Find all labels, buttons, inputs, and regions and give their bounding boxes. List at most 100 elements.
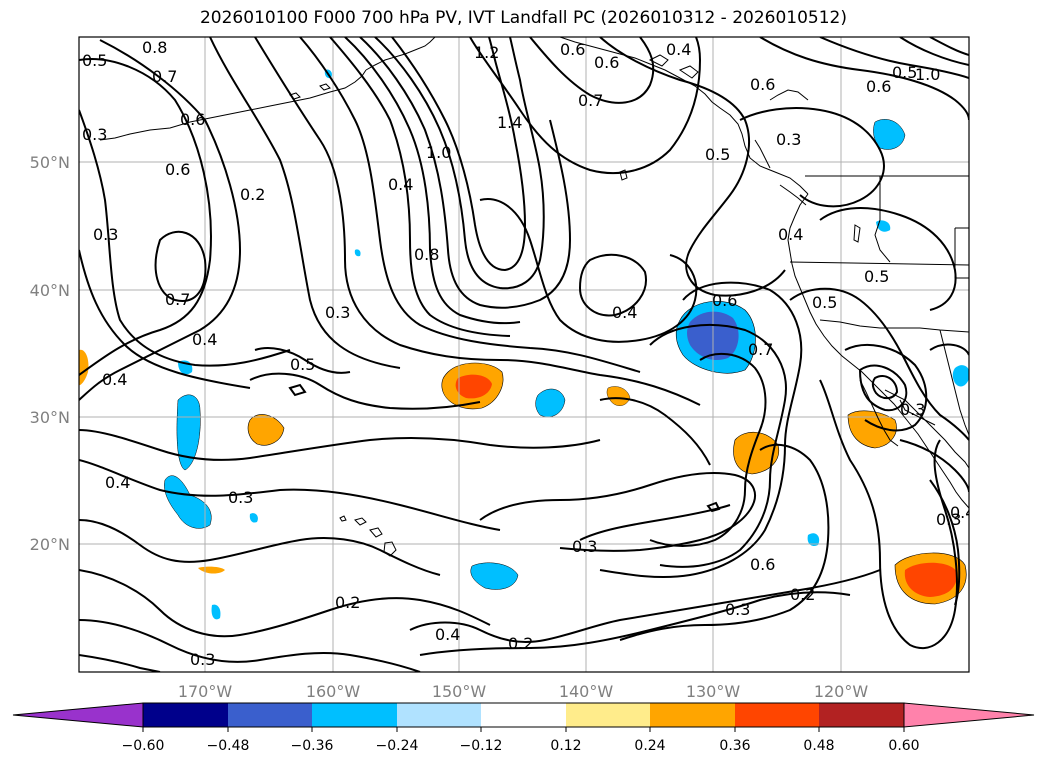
colorbar-tick-label: 0.60: [888, 738, 919, 754]
colorbar-segment: [481, 703, 566, 727]
colorbar-tick-label: −0.36: [291, 738, 334, 754]
negative-anomaly-143w-30n: [535, 388, 566, 418]
colorbar-segment: [312, 703, 397, 727]
map-frame: [78, 36, 970, 673]
contour-label: 0.6: [712, 291, 737, 310]
colorbar-segment: [228, 703, 312, 727]
contour-label: 0.4: [192, 330, 217, 349]
lon-label-140w: 140°W: [559, 682, 614, 701]
negative-anomaly-east-edge: [952, 365, 969, 387]
contour-label: 1.4: [497, 113, 522, 132]
colorbar-segment: [566, 703, 650, 727]
colorbar-tick-label: −0.24: [376, 738, 419, 754]
negative-anomaly-122w-20n: [807, 533, 820, 546]
positive-anomaly-baja: [847, 410, 897, 449]
colorbar-tick-label: −0.48: [207, 738, 250, 754]
contour-label: 0.8: [414, 245, 439, 264]
contour-label: 0.3: [725, 600, 750, 619]
negative-anomaly-148w-17n: [470, 562, 519, 590]
shaded-anomalies: [79, 69, 969, 620]
lat-label-50n: 50°N: [30, 153, 70, 172]
colorbar-tick-label: 0.24: [634, 738, 665, 754]
colorbar-segment: [397, 703, 481, 727]
contour-label: 0.3: [82, 125, 107, 144]
contour-label: 0.4: [388, 175, 413, 194]
latitude-labels: 50°N 40°N 30°N 20°N: [30, 153, 70, 554]
colorbar-extend-right: [903, 702, 1035, 728]
map-area: 0.8 0.7 0.6 0.5 0.3 0.6 0.3 0.2 0.7 0.4 …: [78, 36, 975, 673]
lon-label-160w: 160°W: [306, 682, 361, 701]
lat-label-40n: 40°N: [30, 281, 70, 300]
contour-label: 0.2: [508, 634, 533, 653]
contour-label: 0.5: [892, 63, 917, 82]
negative-anomaly-nevada: [876, 220, 891, 232]
colorbar-segment: [143, 703, 228, 727]
contour-label: 0.6: [180, 110, 205, 129]
plot-title: 2026010100 F000 700 hPa PV, IVT Landfall…: [199, 8, 847, 28]
positive-anomaly-139w-30n: [606, 386, 631, 406]
contour-label: 0.6: [594, 53, 619, 72]
colorbar-ticks: [142, 727, 905, 732]
lon-label-120w: 120°W: [814, 682, 869, 701]
lat-label-30n: 30°N: [30, 408, 70, 427]
contour-label: 0.5: [864, 267, 889, 286]
contour-label: 0.7: [748, 340, 773, 359]
contour-label: 0.3: [93, 225, 118, 244]
contour-label: 1.2: [474, 43, 499, 62]
contour-label: 0.5: [705, 145, 730, 164]
contour-label: 1.0: [915, 65, 940, 84]
contour-label: 0.6: [750, 555, 775, 574]
contour-label: 0.4: [950, 503, 975, 522]
negative-anomaly-170w-30n: [176, 394, 201, 471]
contour-label: 0.6: [165, 160, 190, 179]
positive-anomaly-150w-32n: [441, 362, 504, 410]
colorbar-tick-label: −0.60: [122, 738, 165, 754]
contour-label: 0.5: [82, 51, 107, 70]
contour-label: 0.5: [812, 293, 837, 312]
contour-label: 0.5: [290, 355, 315, 374]
lon-label-170w: 170°W: [178, 682, 233, 701]
contour-labels: 0.8 0.7 0.6 0.5 0.3 0.6 0.3 0.2 0.7 0.4 …: [82, 38, 975, 669]
colorbar-segment: [735, 703, 819, 727]
contour-label: 0.7: [165, 290, 190, 309]
colorbar-tick-label: −0.12: [460, 738, 503, 754]
negative-anomaly-pnw: [873, 119, 906, 150]
contour-label: 0.3: [776, 130, 801, 149]
lat-label-20n: 20°N: [30, 535, 70, 554]
lon-label-130w: 130°W: [686, 682, 741, 701]
contour-label: 0.4: [435, 625, 460, 644]
map-background: [79, 37, 969, 672]
contour-label: 0.2: [790, 585, 815, 604]
negative-anomaly-169w-14n: [211, 604, 221, 620]
contour-label: 0.4: [612, 303, 637, 322]
colorbar-outline: [142, 702, 905, 728]
pv-contours: [79, 37, 969, 672]
contour-label: 0.7: [578, 91, 603, 110]
contour-label: 0.6: [560, 40, 585, 59]
positive-anomaly-mexico: [894, 552, 967, 605]
contour-label: 0.3: [190, 650, 215, 669]
contour-label: 0.2: [335, 593, 360, 612]
colorbar-segment: [650, 703, 735, 727]
colorbar-extend-left: [12, 702, 144, 728]
colorbar-segment: [819, 703, 904, 727]
positive-anomaly-128w-28n: [733, 432, 780, 475]
contour-label: 1.0: [426, 143, 451, 162]
colorbar-tick-label: 0.36: [719, 738, 750, 754]
contour-label: 0.6: [750, 75, 775, 94]
coastlines: [99, 37, 969, 557]
contour-label: 0.4: [105, 473, 130, 492]
negative-anomaly-165w-22n: [249, 513, 258, 523]
negative-anomaly-170w-22n: [164, 475, 212, 529]
contour-label: 0.3: [936, 510, 961, 529]
contour-label: 0.2: [240, 185, 265, 204]
contour-label: 0.3: [325, 303, 350, 322]
contour-label: 0.4: [778, 225, 803, 244]
contour-label: 0.4: [102, 370, 127, 389]
contour-label: 0.3: [228, 488, 253, 507]
positive-anomaly-west-edge: [79, 349, 89, 386]
contour-label: 0.6: [866, 77, 891, 96]
positive-anomaly-165w-29n: [247, 414, 285, 446]
contour-label: 0.3: [900, 400, 925, 419]
lon-label-150w: 150°W: [432, 682, 487, 701]
